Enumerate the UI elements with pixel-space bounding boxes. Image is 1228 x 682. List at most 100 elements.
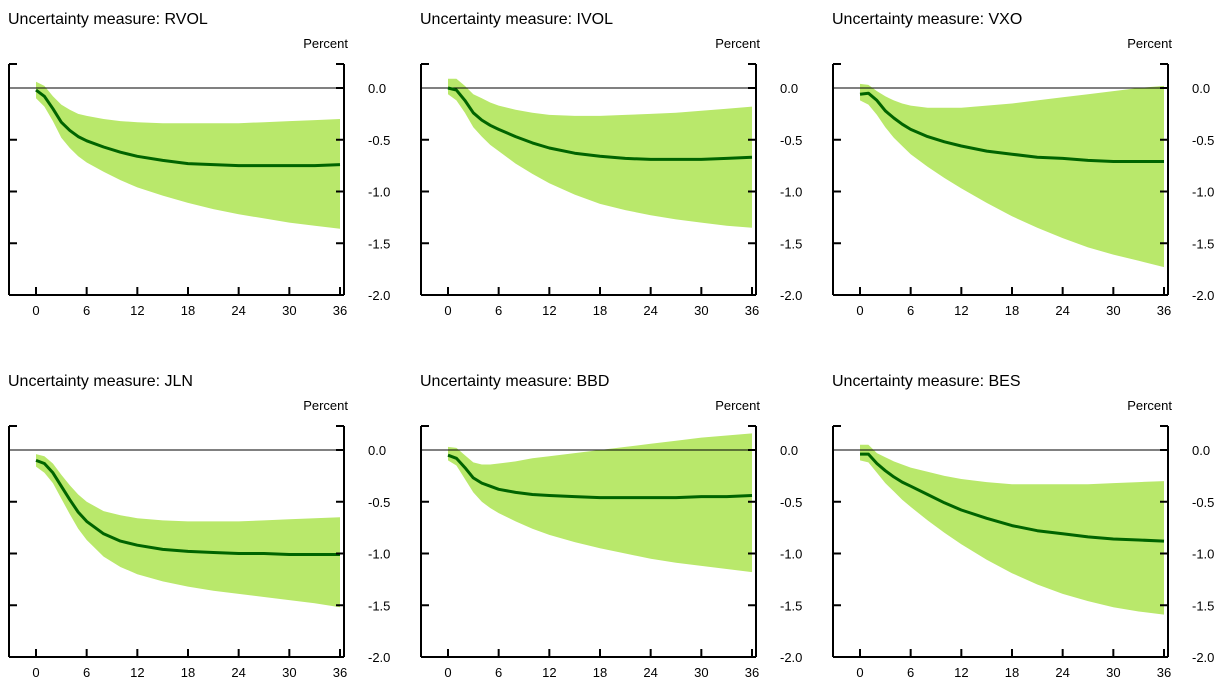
x-tick-label: 0 bbox=[444, 665, 451, 677]
x-tick-label: 36 bbox=[745, 303, 759, 318]
x-tick-label: 6 bbox=[83, 303, 90, 318]
x-tick-label: 36 bbox=[333, 665, 347, 677]
x-tick-label: 6 bbox=[495, 665, 502, 677]
x-tick-label: 6 bbox=[83, 665, 90, 677]
x-tick-label: 0 bbox=[856, 303, 863, 318]
y-tick-label: -1.0 bbox=[1192, 547, 1214, 562]
y-tick-label: 0.0 bbox=[368, 443, 386, 458]
panel-title: Uncertainty measure: BBD bbox=[420, 373, 609, 390]
x-tick-label: 0 bbox=[856, 665, 863, 677]
x-tick-label: 18 bbox=[593, 303, 607, 318]
confidence-band bbox=[448, 78, 752, 228]
x-tick-label: 0 bbox=[32, 665, 39, 677]
y-tick-label: -0.5 bbox=[1192, 495, 1214, 510]
confidence-band bbox=[448, 433, 752, 573]
x-tick-label: 24 bbox=[231, 665, 245, 677]
median-line bbox=[35, 88, 341, 168]
unit-label: Percent bbox=[303, 398, 348, 413]
y-tick-label: -1.0 bbox=[780, 547, 802, 562]
x-tick-label: 24 bbox=[231, 303, 245, 318]
y-tick-label: 0.0 bbox=[780, 443, 798, 458]
y-tick-label: -2.0 bbox=[1192, 650, 1214, 665]
x-tick-label: 12 bbox=[542, 665, 556, 677]
x-tick-label: 0 bbox=[444, 303, 451, 318]
chart-panel-4: Uncertainty measure: JLN Percent 0.0 -0.5 -1… bbox=[8, 373, 390, 680]
median-line bbox=[447, 453, 753, 500]
unit-label: Percent bbox=[715, 398, 760, 413]
x-tick-label: 6 bbox=[907, 303, 914, 318]
x-tick-label: 24 bbox=[643, 303, 657, 318]
chart-panel-2: Uncertainty measure: IVOL Percent 0.0 -0.5 -… bbox=[420, 11, 802, 318]
confidence-band bbox=[860, 83, 1164, 268]
x-tick-label: 30 bbox=[282, 303, 296, 318]
panel-title: Uncertainty measure: BES bbox=[832, 373, 1021, 390]
x-tick-label: 18 bbox=[181, 665, 195, 677]
x-tick-label: 36 bbox=[1157, 665, 1171, 677]
median-line bbox=[35, 458, 340, 556]
y-tick-label: -1.5 bbox=[1192, 236, 1214, 251]
confidence-band bbox=[860, 444, 1164, 615]
panel-title: Uncertainty measure: IVOL bbox=[420, 11, 613, 28]
y-tick-label: -2.0 bbox=[368, 650, 390, 665]
y-tick-label: -0.5 bbox=[368, 495, 390, 510]
unit-label: Percent bbox=[303, 36, 348, 51]
unit-label: Percent bbox=[1127, 36, 1172, 51]
confidence-band bbox=[36, 81, 340, 229]
x-tick-label: 36 bbox=[1157, 303, 1171, 318]
median-line bbox=[859, 91, 1164, 163]
y-tick-label: -1.5 bbox=[368, 598, 390, 613]
chart-panel-3: Uncertainty measure: VXO Percent 0.0 -0.5 -1… bbox=[832, 11, 1214, 318]
unit-label: Percent bbox=[1127, 398, 1172, 413]
y-tick-label: -1.0 bbox=[368, 547, 390, 562]
x-tick-label: 18 bbox=[593, 665, 607, 677]
y-tick-label: -1.5 bbox=[780, 598, 802, 613]
y-tick-label: -0.5 bbox=[780, 495, 802, 510]
chart-panel-1: Uncertainty measure: RVOL Percent 0.0 -0.5 -… bbox=[8, 11, 390, 318]
y-tick-label: 0.0 bbox=[368, 81, 386, 96]
panel-title: Uncertainty measure: RVOL bbox=[8, 11, 208, 28]
x-tick-label: 12 bbox=[542, 303, 556, 318]
x-tick-label: 24 bbox=[1055, 665, 1069, 677]
y-tick-label: -1.0 bbox=[368, 185, 390, 200]
x-tick-label: 36 bbox=[333, 303, 347, 318]
confidence-band bbox=[36, 454, 340, 608]
x-tick-label: 30 bbox=[694, 303, 708, 318]
y-tick-label: -1.5 bbox=[780, 236, 802, 251]
x-tick-label: 24 bbox=[1055, 303, 1069, 318]
x-tick-label: 6 bbox=[907, 665, 914, 677]
chart-panel-5: Uncertainty measure: BBD Percent 0.0 -0.5 -1… bbox=[420, 373, 802, 680]
x-tick-label: 12 bbox=[954, 665, 968, 677]
y-tick-label: -1.0 bbox=[780, 185, 802, 200]
x-tick-label: 30 bbox=[282, 665, 296, 677]
x-tick-label: 24 bbox=[643, 665, 657, 677]
median-line bbox=[860, 452, 1165, 543]
y-tick-label: -2.0 bbox=[368, 288, 390, 303]
y-tick-label: -1.5 bbox=[368, 236, 390, 251]
x-tick-label: 18 bbox=[1005, 303, 1019, 318]
x-tick-label: 12 bbox=[954, 303, 968, 318]
median-line bbox=[447, 86, 753, 161]
y-tick-label: 0.0 bbox=[1192, 81, 1210, 96]
x-tick-label: 30 bbox=[1106, 303, 1120, 318]
y-tick-label: 0.0 bbox=[780, 81, 798, 96]
unit-label: Percent bbox=[715, 36, 760, 51]
x-tick-label: 18 bbox=[1005, 665, 1019, 677]
y-tick-label: 0.0 bbox=[1192, 443, 1210, 458]
x-tick-label: 18 bbox=[181, 303, 195, 318]
x-tick-label: 36 bbox=[745, 665, 759, 677]
y-tick-label: -0.5 bbox=[780, 133, 802, 148]
x-tick-label: 0 bbox=[32, 303, 39, 318]
panel-title: Uncertainty measure: VXO bbox=[832, 11, 1022, 28]
y-tick-label: -1.0 bbox=[1192, 185, 1214, 200]
y-tick-label: -0.5 bbox=[368, 133, 390, 148]
x-tick-label: 30 bbox=[694, 665, 708, 677]
x-tick-label: 12 bbox=[130, 303, 144, 318]
panel-title: Uncertainty measure: JLN bbox=[8, 373, 193, 390]
y-tick-label: -1.5 bbox=[1192, 598, 1214, 613]
y-tick-label: -2.0 bbox=[780, 288, 802, 303]
chart-panel-6: Uncertainty measure: BES Percent 0.0 -0.5 -1… bbox=[832, 373, 1214, 680]
x-tick-label: 30 bbox=[1106, 665, 1120, 677]
x-tick-label: 6 bbox=[495, 303, 502, 318]
